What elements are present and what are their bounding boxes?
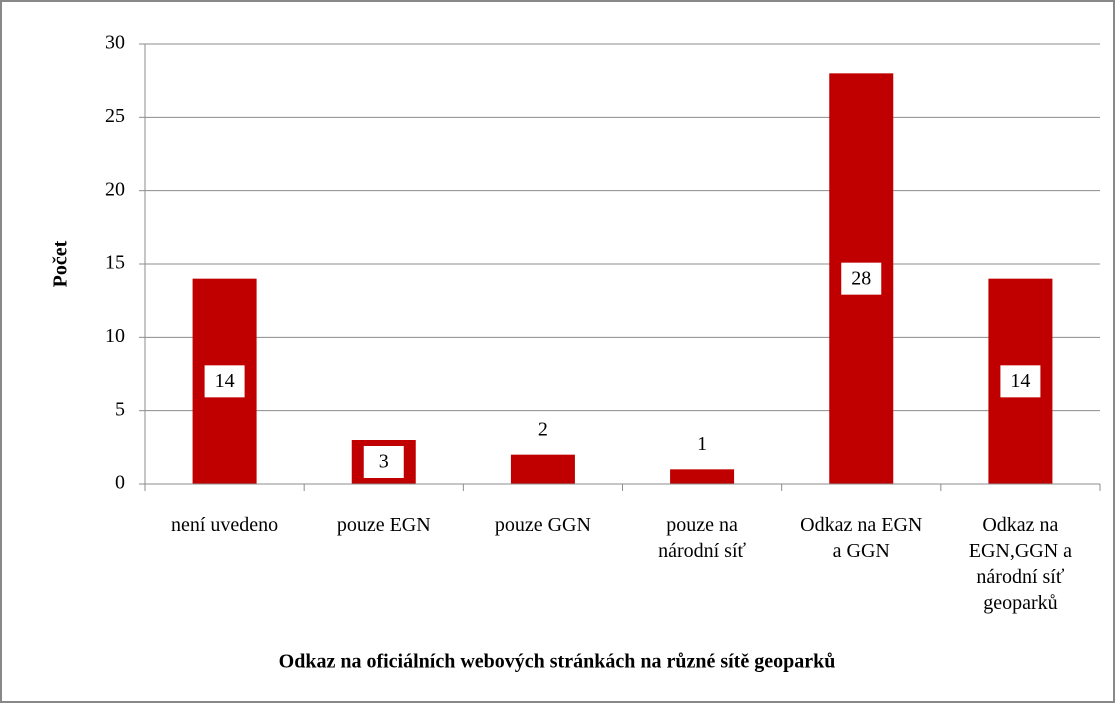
y-tick-label: 15 [105,252,125,274]
bar [670,469,735,484]
x-tick-label: pouze EGN [336,514,431,536]
data-label: 28 [851,267,871,289]
y-tick-label: 0 [115,472,125,494]
data-label-bg [363,446,404,478]
data-label: 14 [215,370,235,392]
x-tick-label: Odkaz na EGN,GGN a národní síť geoparků [968,514,1073,614]
data-label-bg [841,262,882,295]
data-label: 14 [1010,370,1030,392]
x-tick-label: není uvedeno [170,514,279,536]
data-label-bg [204,365,245,398]
y-tick-label: 20 [105,178,125,200]
x-tick-label: pouze GGN [494,514,591,536]
y-axis-title: Počet [50,240,72,287]
x-tick-label: pouze na národní síť [658,514,747,562]
x-tick-label: Odkaz na EGN a GGN [800,514,923,562]
data-label: 2 [538,418,548,440]
data-label-bg [1000,365,1041,398]
y-tick-label: 25 [105,105,125,127]
y-tick-label: 5 [115,398,125,420]
y-tick-label: 30 [105,32,125,54]
data-label-bg [682,428,723,461]
y-tick-label: 10 [105,325,125,347]
data-label: 1 [697,433,707,455]
data-label-bg [522,413,563,446]
x-axis-title: Odkaz na oficiálních webových stránkách … [279,651,836,673]
data-label: 3 [379,451,389,473]
bar [510,454,575,484]
